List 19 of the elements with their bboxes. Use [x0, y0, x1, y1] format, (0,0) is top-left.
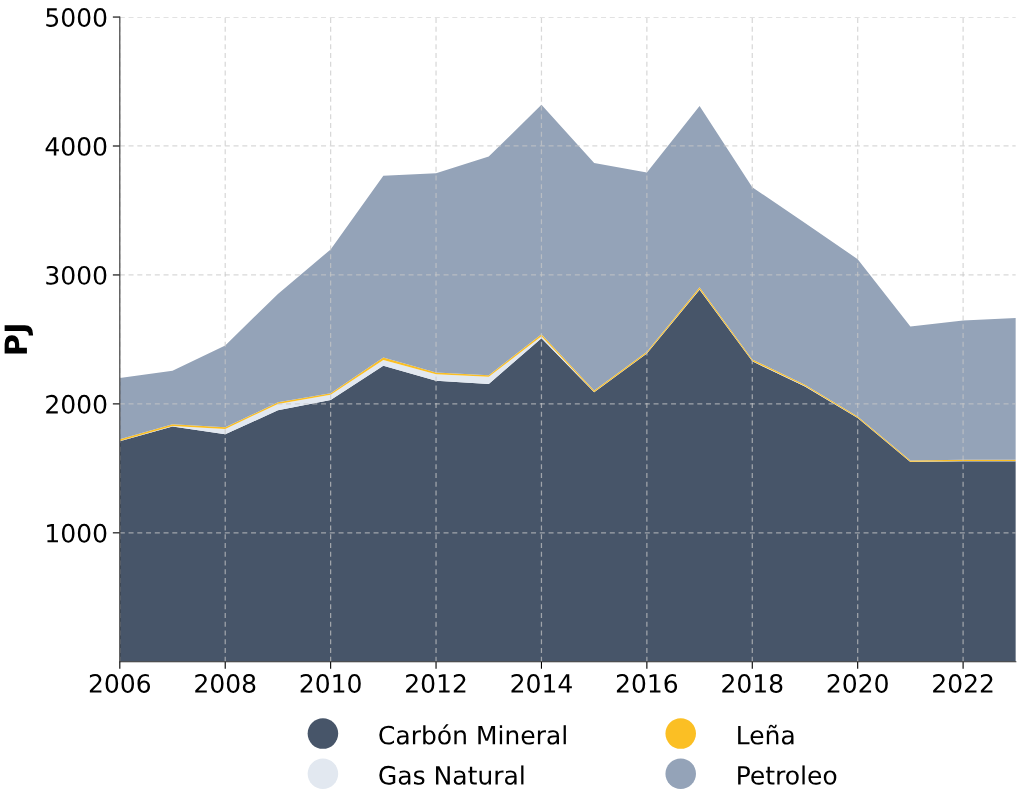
- legend-label: Carbón Mineral: [379, 724, 566, 745]
- x-tick-label: 2022: [933, 674, 993, 693]
- y-tick-label: 5000: [46, 8, 107, 27]
- x-tick-label: 2008: [195, 674, 256, 693]
- x-tick-label: 2006: [89, 674, 151, 693]
- y-axis-title: PJ: [4, 325, 34, 354]
- x-tick-label: 2012: [406, 674, 466, 693]
- legend-label: Gas Natural: [379, 765, 524, 785]
- x-tick-label: 2020: [827, 674, 888, 693]
- x-tick-label: 2014: [511, 674, 572, 693]
- y-tick-label: 1000: [47, 523, 107, 543]
- x-tick-label: 2016: [616, 674, 678, 693]
- x-tick-label: 2018: [722, 674, 783, 693]
- y-tick-label: 3000: [46, 265, 107, 285]
- x-tick-label: 2010: [300, 674, 361, 693]
- y-tick-label: 2000: [46, 394, 107, 414]
- y-tick-label: 4000: [45, 136, 107, 156]
- legend-label: Leña: [738, 724, 794, 745]
- legend-label: Petroleo: [738, 765, 837, 785]
